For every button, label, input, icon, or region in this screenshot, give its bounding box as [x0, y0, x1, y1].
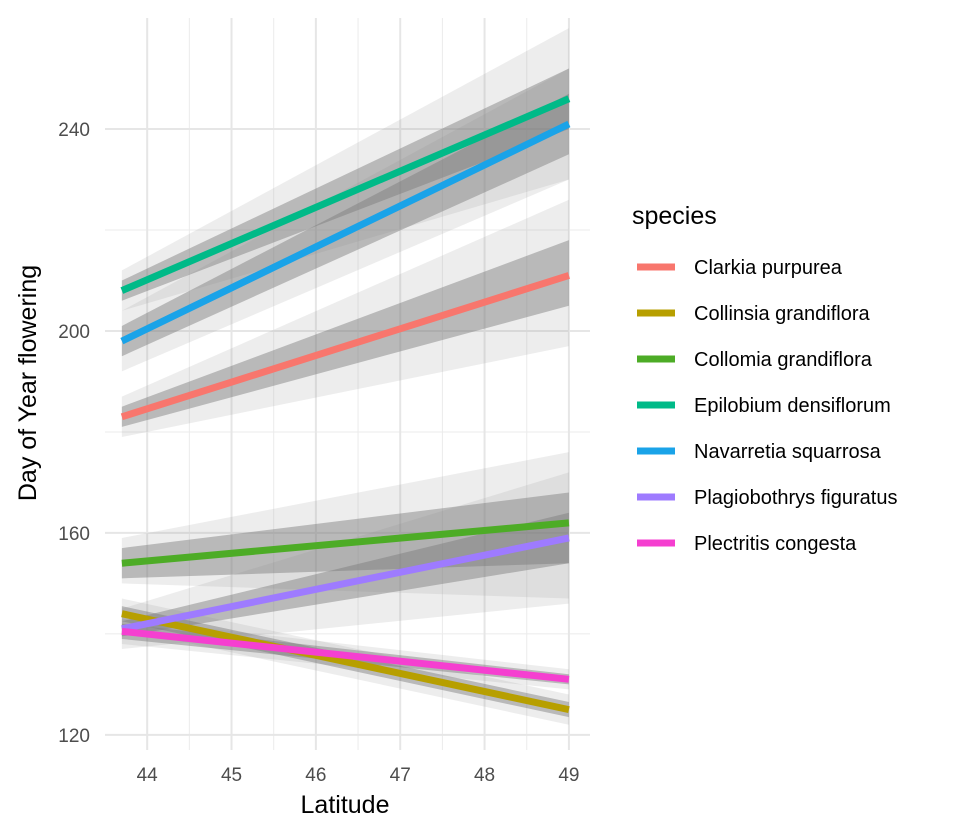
x-tick-label: 47	[390, 765, 411, 786]
series-line	[120, 95, 571, 294]
confidence-band-outer	[121, 199, 569, 438]
legend-label: Plagiobothrys figuratus	[694, 487, 897, 509]
x-tick-label: 44	[137, 765, 159, 786]
series-line	[121, 627, 570, 683]
x-axis-title: Latitude	[301, 791, 390, 819]
confidence-bands-outer	[121, 28, 569, 725]
y-axis-ticks: 120 160 200 240	[58, 120, 90, 747]
series-line	[120, 120, 571, 345]
y-axis-title: Day of Year flowering	[14, 265, 42, 501]
legend-label: Navarretia squarrosa	[694, 441, 882, 463]
legend-label: Clarkia purpurea	[694, 257, 843, 279]
legend-label: Collinsia grandiflora	[694, 303, 871, 325]
x-axis-ticks: 44 45 46 47 48 49	[137, 765, 580, 786]
series-line	[121, 519, 570, 567]
y-tick-label: 200	[58, 322, 90, 343]
series-lines	[120, 95, 571, 714]
series-line	[121, 534, 570, 633]
legend-title: species	[632, 202, 717, 230]
legend: Clarkia purpurea Collinsia grandiflora Col…	[637, 257, 897, 555]
y-tick-label: 240	[58, 120, 90, 141]
legend-label: Epilobium densiflorum	[694, 395, 891, 417]
x-tick-label: 48	[474, 765, 495, 786]
x-tick-label: 45	[221, 765, 242, 786]
series-line	[120, 272, 570, 421]
series-line	[121, 610, 570, 714]
x-tick-label: 46	[305, 765, 326, 786]
grid-minor	[105, 18, 590, 750]
y-tick-label: 160	[58, 524, 90, 545]
x-tick-label: 49	[558, 765, 579, 786]
legend-label: Plectritis congesta	[694, 533, 857, 555]
y-tick-label: 120	[58, 726, 90, 747]
confidence-band-inner	[121, 492, 569, 579]
legend-label: Collomia grandiflora	[694, 349, 873, 371]
